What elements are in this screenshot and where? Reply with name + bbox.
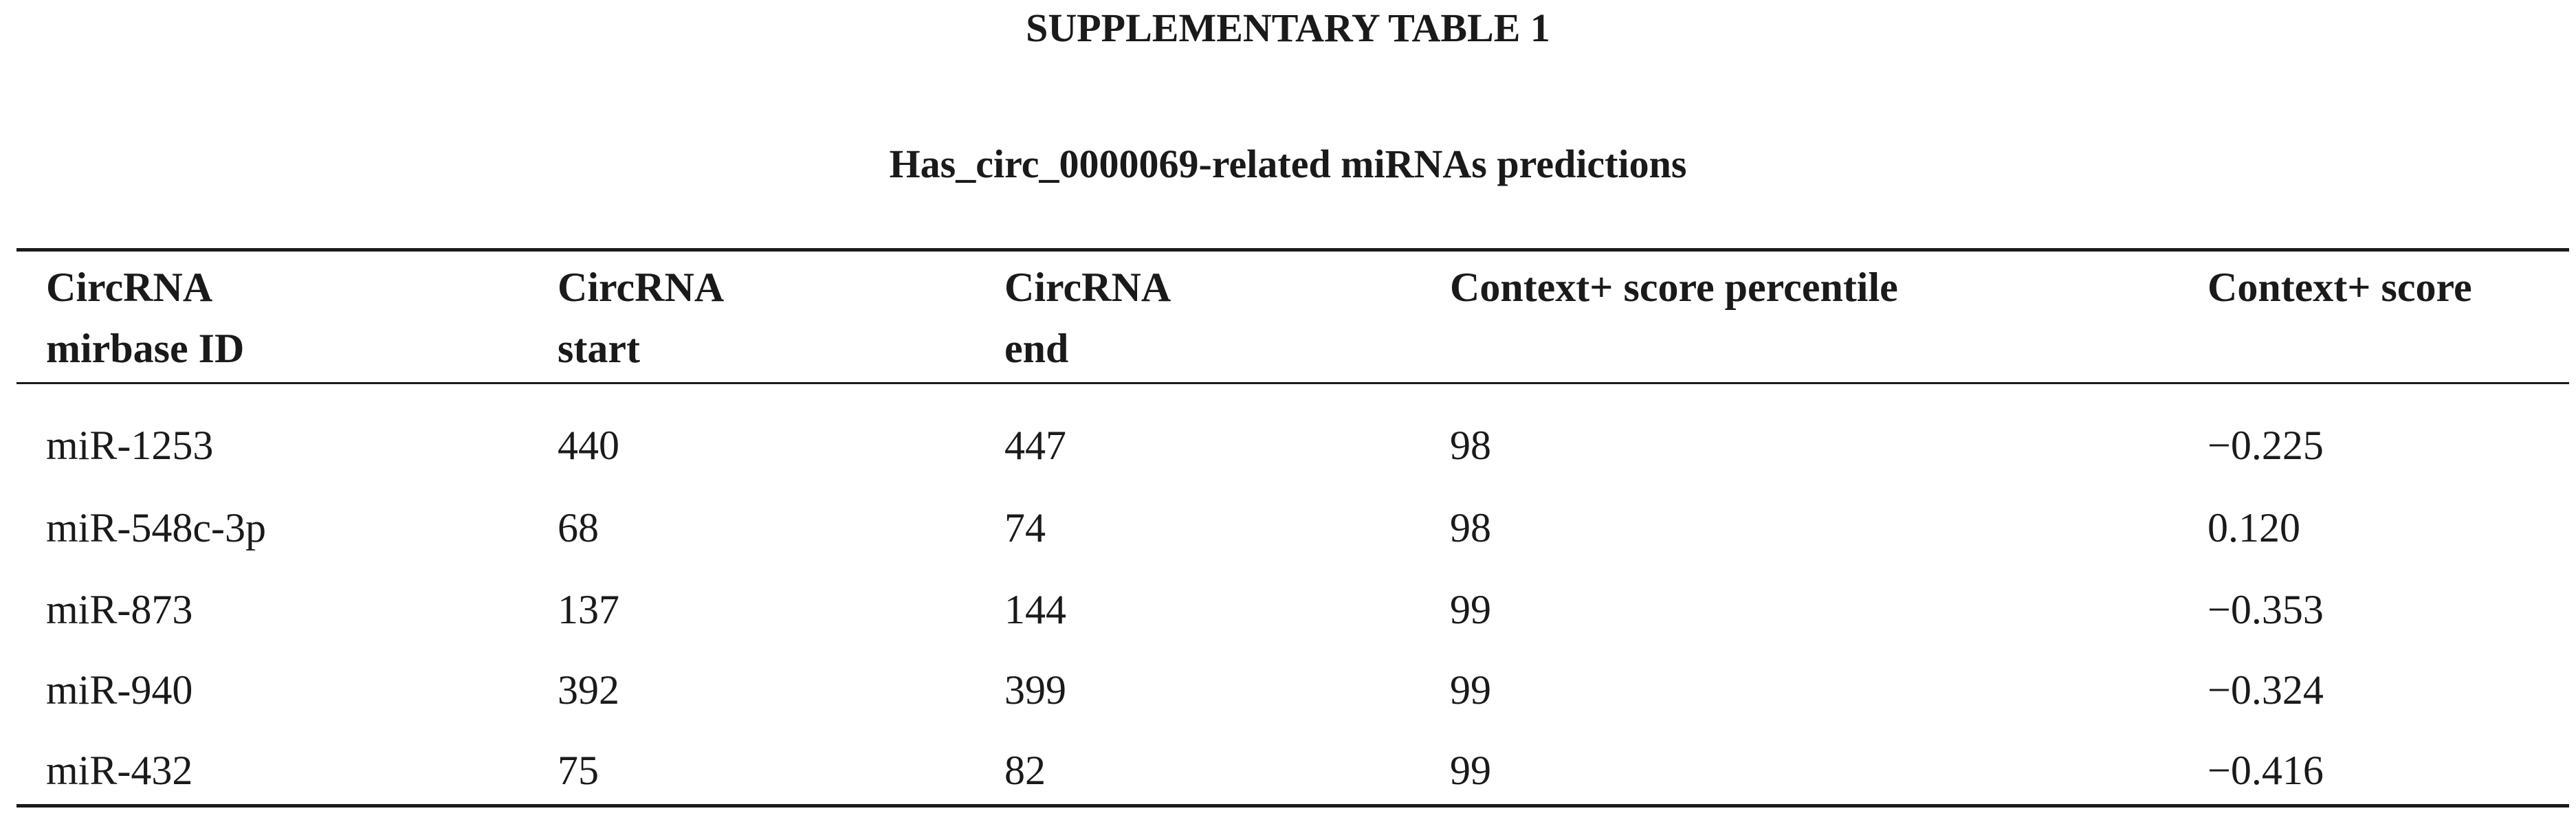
table-cell: 74 [1004,505,1046,550]
header-rule [16,382,2569,384]
table-cell: 99 [1450,587,1491,632]
table-cell: 399 [1004,667,1066,713]
column-header: Context+ score percentile [1450,265,1898,310]
table-cell: 144 [1004,587,1066,632]
column-header: CircRNA [558,265,725,310]
table-cell: −0.324 [2208,667,2324,713]
table-cell: 0.120 [2208,505,2300,550]
column-header: start [558,326,640,371]
table-cell: 82 [1004,748,1046,793]
table-cell: −0.416 [2208,748,2324,793]
subtitle: Has_circ_0000069-related miRNAs predicti… [889,142,1687,186]
table-cell: 137 [558,587,619,632]
table-cell: −0.225 [2208,423,2324,468]
table-cell: 440 [558,423,619,468]
table-cell: −0.353 [2208,587,2324,632]
table-cell: miR-432 [46,748,193,793]
column-header: CircRNA [46,265,213,310]
column-header: mirbase ID [46,326,245,371]
top-rule [16,248,2569,252]
table-cell: 68 [558,505,599,550]
table-cell: 75 [558,748,599,793]
title: SUPPLEMENTARY TABLE 1 [1026,5,1550,50]
table-cell: 99 [1450,667,1491,713]
table-cell: miR-548c-3p [46,505,266,550]
column-header: end [1004,326,1069,371]
table-cell: 98 [1450,505,1491,550]
column-header: CircRNA [1004,265,1171,310]
bottom-rule [16,804,2569,808]
table-cell: miR-873 [46,587,193,632]
table-cell: 447 [1004,423,1066,468]
table-cell: miR-1253 [46,423,214,468]
table-cell: 98 [1450,423,1491,468]
table-cell: 392 [558,667,619,713]
table-cell: miR-940 [46,667,193,713]
table-cell: 99 [1450,748,1491,793]
column-header: Context+ score [2208,265,2472,310]
